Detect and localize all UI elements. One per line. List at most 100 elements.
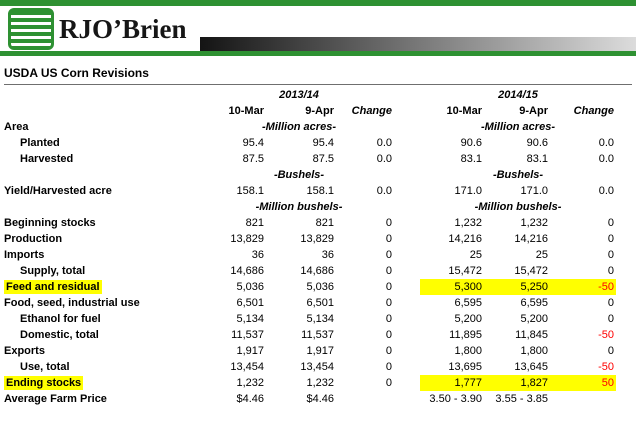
value-cell: -50 xyxy=(598,329,614,341)
col-header-9apr: 9-Apr xyxy=(305,105,334,117)
value-cell: $4.46 xyxy=(236,393,264,405)
value-cell: 1,232 xyxy=(306,377,334,389)
value-cell: 90.6 xyxy=(526,137,548,149)
value-cell: 0.0 xyxy=(598,153,614,165)
value-cell: 0 xyxy=(607,233,614,245)
table-row: Food, seed, industrial use 6,501 6,501 0 6,5… xyxy=(4,295,616,311)
row-label: Domestic, total xyxy=(20,329,99,341)
value-cell: 0 xyxy=(607,297,614,309)
value-cell: 0 xyxy=(385,329,392,341)
spacer-cell xyxy=(394,343,420,359)
spacer-cell xyxy=(394,87,420,103)
col-header-10mar: 10-Mar xyxy=(446,105,482,117)
value-cell: 5,134 xyxy=(236,313,264,325)
value-cell: 0.0 xyxy=(598,137,614,149)
table-row: Ending stocks 1,232 1,232 0 1,777 1,827 50 xyxy=(4,375,616,391)
units-label: -Million acres- xyxy=(481,121,555,133)
table-row: Ethanol for fuel 5,134 5,134 0 5,200 5,200 0 xyxy=(4,311,616,327)
row-label: Use, total xyxy=(20,361,70,373)
value-cell: 0 xyxy=(385,313,392,325)
value-cell: 11,537 xyxy=(231,329,264,341)
spacer-cell xyxy=(394,311,420,327)
value-cell: 0 xyxy=(385,233,392,245)
spacer-cell xyxy=(394,183,420,199)
value-cell: 5,134 xyxy=(306,313,334,325)
value-cell: 171.0 xyxy=(454,185,482,197)
spacer-cell xyxy=(4,87,204,103)
value-cell: 13,454 xyxy=(300,361,334,373)
value-cell: 1,777 xyxy=(420,375,484,391)
value-cell: 1,800 xyxy=(520,345,548,357)
table-row: Average Farm Price $4.46 $4.46 3.50 - 3.90 3… xyxy=(4,391,616,407)
value-cell: 13,695 xyxy=(448,361,482,373)
units-label: -Million bushels- xyxy=(255,201,343,213)
spacer-cell xyxy=(394,119,420,135)
spacer-cell xyxy=(394,231,420,247)
value-cell: 13,645 xyxy=(514,361,548,373)
spacer-cell xyxy=(394,215,420,231)
value-cell: 90.6 xyxy=(460,137,482,149)
value-cell: 1,917 xyxy=(236,345,264,357)
table-row: -Million bushels- -Million bushels- xyxy=(4,199,616,215)
value-cell: 0.0 xyxy=(376,185,392,197)
value-cell: 158.1 xyxy=(236,185,264,197)
value-cell: 11,845 xyxy=(515,329,548,341)
table-row: Harvested 87.5 87.5 0.0 83.1 83.1 0.0 xyxy=(4,151,616,167)
value-cell: 5,300 xyxy=(420,279,484,295)
table-row: -Bushels- -Bushels- xyxy=(4,167,616,183)
spacer-cell xyxy=(394,263,420,279)
value-cell: 6,595 xyxy=(454,297,482,309)
spacer-cell xyxy=(4,103,204,119)
table-row: Use, total 13,454 13,454 0 13,695 13,645 -50 xyxy=(4,359,616,375)
table-row: Planted 95.4 95.4 0.0 90.6 90.6 0.0 xyxy=(4,135,616,151)
value-cell: 13,454 xyxy=(230,361,264,373)
value-cell: 0.0 xyxy=(376,153,392,165)
table-row: Imports 36 36 0 25 25 0 xyxy=(4,247,616,263)
value-cell xyxy=(550,391,616,407)
gradient-bar xyxy=(200,37,636,51)
value-cell: 1,232 xyxy=(454,217,482,229)
value-cell: 36 xyxy=(251,249,264,261)
value-cell: 1,827 xyxy=(484,375,550,391)
spacer-cell xyxy=(394,135,420,151)
value-cell: 95.4 xyxy=(312,137,334,149)
value-cell: 6,501 xyxy=(236,297,264,309)
value-cell: 83.1 xyxy=(460,153,482,165)
value-cell: 821 xyxy=(315,217,334,229)
col-header-change: Change xyxy=(351,105,392,117)
units-label: -Million bushels- xyxy=(474,201,562,213)
row-label: Feed and residual xyxy=(4,280,102,294)
col-header-10mar: 10-Mar xyxy=(228,105,264,117)
row-label: Area xyxy=(4,121,29,133)
value-cell: 0 xyxy=(385,265,392,277)
value-cell: 0 xyxy=(607,345,614,357)
spacer-cell xyxy=(394,247,420,263)
table-body: Area -Million acres- -Million acres- Plante… xyxy=(4,119,616,407)
spacer-cell xyxy=(394,327,420,343)
row-label: Planted xyxy=(20,137,60,149)
rjobrien-logo: RJO’Brien xyxy=(8,8,187,50)
spacer-cell xyxy=(394,375,420,391)
value-cell: 50 xyxy=(550,375,616,391)
value-cell: 87.5 xyxy=(242,153,264,165)
spacer-cell xyxy=(394,295,420,311)
row-label: Exports xyxy=(4,345,45,357)
units-label: -Bushels- xyxy=(273,169,325,181)
value-cell: 14,216 xyxy=(448,233,482,245)
value-cell: 15,472 xyxy=(514,265,548,277)
value-cell: 5,036 xyxy=(306,281,334,293)
value-cell: 25 xyxy=(469,249,482,261)
report-title: USDA US Corn Revisions xyxy=(4,66,632,85)
row-label xyxy=(4,199,204,215)
value-cell: 0.0 xyxy=(376,137,392,149)
value-cell: 0 xyxy=(385,281,392,293)
row-label: Beginning stocks xyxy=(4,217,96,229)
table-row: Feed and residual 5,036 5,036 0 5,300 5,250 -5… xyxy=(4,279,616,295)
value-cell: 0 xyxy=(607,249,614,261)
value-cell: 13,829 xyxy=(300,233,334,245)
table-row: Domestic, total 11,537 11,537 0 11,895 11,845… xyxy=(4,327,616,343)
value-cell: 14,686 xyxy=(300,265,334,277)
value-cell: 0 xyxy=(607,217,614,229)
value-cell: 6,501 xyxy=(306,297,334,309)
spacer-cell xyxy=(394,391,420,407)
